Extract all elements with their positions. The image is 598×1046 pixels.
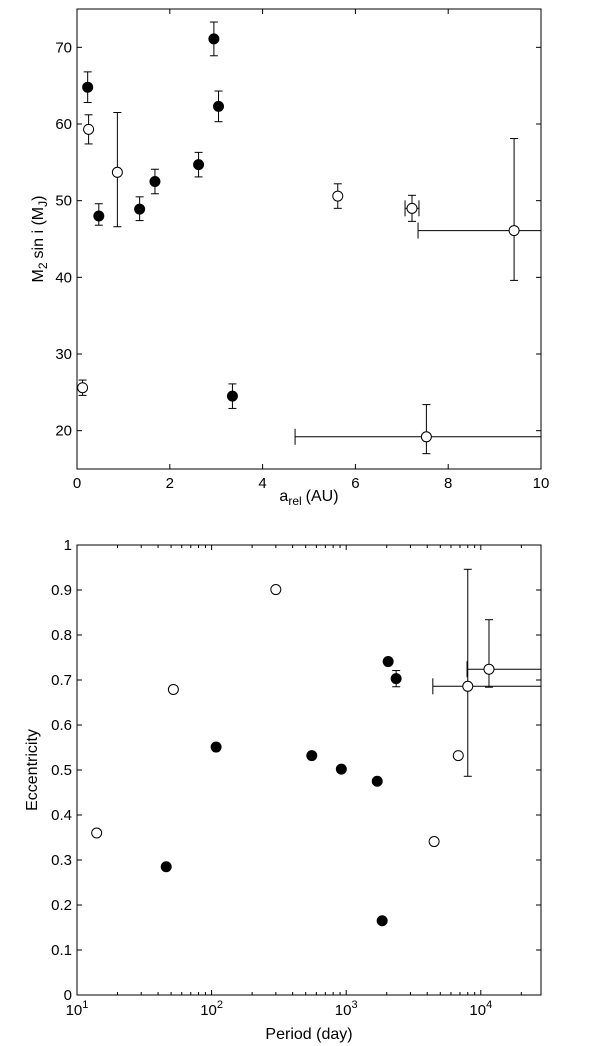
top-filled-point bbox=[93, 210, 105, 222]
top-y-tick-label: 70 bbox=[55, 39, 72, 56]
top-open-point bbox=[332, 190, 344, 202]
bottom-x-tick-label: 104 bbox=[469, 999, 492, 1019]
top-plot-frame bbox=[76, 8, 542, 470]
bottom-y-tick-label: 0 bbox=[64, 987, 72, 1004]
top-y-tick-label: 20 bbox=[55, 423, 72, 440]
top-x-tick-label: 10 bbox=[533, 475, 550, 492]
bottom-x-tick-label-base: 10 bbox=[335, 1002, 352, 1019]
bottom-y-tick-label: 0.3 bbox=[51, 852, 72, 869]
bottom-x-tick-label: 102 bbox=[200, 999, 223, 1019]
bottom-x-tick-label-exp: 2 bbox=[217, 999, 223, 1011]
bottom-data-points bbox=[91, 568, 541, 927]
top-y-axis-title-m: M bbox=[30, 269, 47, 282]
bottom-open-point bbox=[462, 680, 474, 692]
bottom-filled-point bbox=[376, 915, 388, 927]
bottom-open-point bbox=[483, 663, 495, 675]
top-filled-point bbox=[213, 100, 225, 112]
bottom-y-tick-label: 0.8 bbox=[51, 627, 72, 644]
top-filled-point bbox=[149, 176, 161, 187]
bottom-x-tick-label-exp: 4 bbox=[486, 999, 492, 1011]
top-y-axis-title-end: ) bbox=[30, 196, 47, 201]
bottom-open-point bbox=[270, 584, 282, 596]
bottom-filled-point bbox=[306, 750, 318, 762]
bottom-x-tick-label-base: 10 bbox=[469, 1002, 486, 1019]
top-open-point bbox=[83, 123, 95, 135]
top-x-axis-title: arel (AU) bbox=[279, 488, 338, 508]
top-x-axis-title-sub: rel bbox=[288, 494, 301, 508]
bottom-y-tick-label: 0.5 bbox=[51, 762, 72, 779]
bottom-y-axis-title: Eccentricity bbox=[24, 729, 41, 811]
top-y-axis-title-sub2: J bbox=[36, 201, 50, 207]
bottom-x-tick-label: 101 bbox=[66, 999, 89, 1019]
bottom-plot-frame bbox=[76, 544, 542, 996]
top-y-tick-label: 30 bbox=[55, 346, 72, 363]
bottom-x-tick-label: 103 bbox=[335, 999, 358, 1019]
bottom-filled-point bbox=[390, 673, 402, 685]
top-filled-point bbox=[226, 390, 238, 402]
bottom-x-tick-label-exp: 1 bbox=[82, 999, 88, 1011]
bottom-filled-point bbox=[382, 656, 394, 668]
bottom-x-tick-label-exp: 3 bbox=[351, 999, 357, 1011]
top-y-tick-label: 50 bbox=[55, 193, 72, 210]
top-y-tick-label: 60 bbox=[55, 116, 72, 133]
top-x-axis-title-main: a bbox=[279, 488, 288, 505]
bottom-y-tick-label: 0.4 bbox=[51, 807, 72, 824]
bottom-filled-point bbox=[210, 741, 222, 753]
top-x-tick-label: 6 bbox=[351, 475, 359, 492]
top-y-axis-title-sub: 2 bbox=[36, 262, 50, 269]
top-open-point bbox=[406, 202, 418, 214]
bottom-x-tick-label-base: 10 bbox=[200, 1002, 217, 1019]
bottom-open-point bbox=[91, 827, 103, 839]
top-open-point bbox=[420, 431, 432, 443]
top-data-points bbox=[77, 21, 541, 455]
bottom-y-tick-label: 0.9 bbox=[51, 582, 72, 599]
top-x-tick-label: 2 bbox=[166, 475, 174, 492]
bottom-filled-point bbox=[371, 775, 383, 787]
bottom-open-point bbox=[452, 750, 464, 762]
bottom-filled-point bbox=[335, 763, 347, 775]
bottom-filled-point bbox=[160, 861, 172, 873]
top-open-point bbox=[508, 225, 520, 237]
bottom-y-tick-label: 0.1 bbox=[51, 942, 72, 959]
bottom-open-point bbox=[428, 836, 440, 848]
top-y-axis-title: M2 sin i (MJ) bbox=[30, 196, 50, 283]
top-x-tick-label: 4 bbox=[258, 475, 266, 492]
bottom-x-axis-title: Period (day) bbox=[265, 1026, 352, 1043]
top-open-point bbox=[111, 166, 123, 178]
bottom-y-tick-label: 0.6 bbox=[51, 717, 72, 734]
bottom-y-tick-label: 1 bbox=[64, 537, 72, 554]
bottom-x-tick-label-base: 10 bbox=[66, 1002, 83, 1019]
top-x-axis-title-unit: (AU) bbox=[306, 488, 339, 505]
top-x-tick-label: 8 bbox=[444, 475, 452, 492]
top-filled-point bbox=[82, 81, 94, 93]
bottom-axis-ticks: 101 102 103 10400.10.20.30.40.50.60.70.80.9… bbox=[51, 537, 541, 1019]
top-filled-point bbox=[208, 33, 220, 45]
bottom-chart: 101 102 103 10400.10.20.30.40.50.60.70.80.9… bbox=[24, 537, 542, 1043]
bottom-y-tick-label: 0.2 bbox=[51, 897, 72, 914]
top-filled-point bbox=[134, 203, 146, 215]
top-axis-ticks: 0 2 4 6 8 10 20 30 40 50 60 70 bbox=[55, 9, 549, 492]
top-filled-point bbox=[193, 159, 205, 171]
top-y-axis-title-mid: sin i (M bbox=[30, 207, 47, 259]
top-open-point bbox=[77, 382, 89, 394]
bottom-y-tick-label: 0.7 bbox=[51, 672, 72, 689]
bottom-open-point bbox=[167, 683, 179, 695]
top-y-tick-label: 40 bbox=[55, 269, 72, 286]
top-x-tick-label: 0 bbox=[73, 475, 81, 492]
